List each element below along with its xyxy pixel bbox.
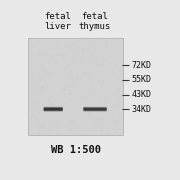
Text: fetal
thymus: fetal thymus bbox=[79, 12, 111, 31]
Bar bbox=[31, 41, 120, 132]
FancyBboxPatch shape bbox=[84, 107, 107, 110]
Bar bbox=[34, 44, 117, 130]
Bar bbox=[28, 38, 123, 135]
Bar bbox=[30, 40, 122, 134]
FancyBboxPatch shape bbox=[84, 107, 107, 110]
Bar bbox=[28, 38, 123, 135]
Bar bbox=[32, 42, 119, 131]
FancyBboxPatch shape bbox=[44, 109, 63, 112]
FancyBboxPatch shape bbox=[44, 108, 63, 111]
Text: WB 1:500: WB 1:500 bbox=[51, 145, 100, 156]
FancyBboxPatch shape bbox=[44, 108, 63, 111]
Text: 55KD: 55KD bbox=[131, 75, 151, 84]
Text: 72KD: 72KD bbox=[131, 61, 151, 70]
FancyBboxPatch shape bbox=[44, 107, 63, 110]
FancyBboxPatch shape bbox=[84, 108, 107, 111]
Text: fetal
liver: fetal liver bbox=[44, 12, 71, 31]
Text: 43KD: 43KD bbox=[131, 90, 151, 99]
FancyBboxPatch shape bbox=[84, 108, 107, 111]
FancyBboxPatch shape bbox=[84, 109, 107, 112]
Text: 34KD: 34KD bbox=[131, 105, 151, 114]
FancyBboxPatch shape bbox=[44, 107, 63, 110]
